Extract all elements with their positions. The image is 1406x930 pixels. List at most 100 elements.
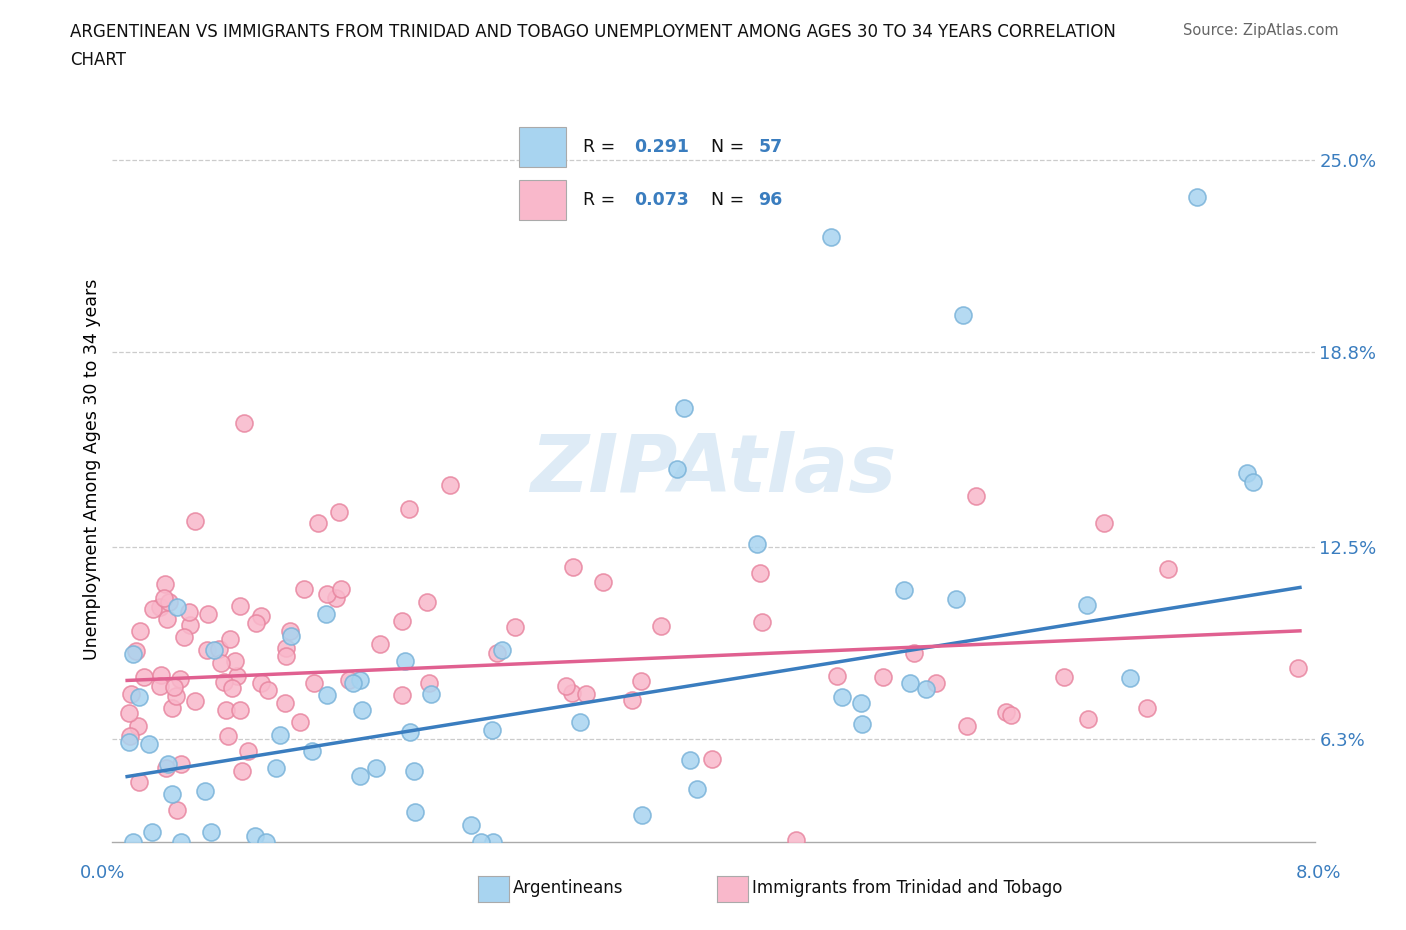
Point — [679, 753, 702, 768]
Point — [226, 669, 249, 684]
Point — [233, 416, 256, 431]
Point — [337, 673, 360, 688]
Point — [219, 631, 242, 646]
Point — [630, 673, 652, 688]
Point — [170, 834, 193, 849]
Point — [481, 834, 503, 849]
Point — [307, 515, 329, 530]
Point — [1236, 465, 1258, 480]
Point — [349, 768, 371, 783]
Point — [120, 729, 142, 744]
Point — [399, 724, 422, 739]
Point — [134, 670, 156, 684]
Point — [650, 618, 672, 633]
Point — [194, 784, 217, 799]
Point — [1119, 671, 1142, 685]
Point — [138, 737, 160, 751]
Point — [127, 719, 149, 734]
Point — [250, 608, 273, 623]
Text: ZIPAtlas: ZIPAtlas — [530, 431, 897, 509]
Point — [170, 757, 193, 772]
Point — [148, 600, 170, 615]
Point — [370, 636, 392, 651]
Point — [342, 676, 364, 691]
Point — [157, 594, 180, 609]
Point — [264, 761, 287, 776]
Point — [561, 560, 583, 575]
Point — [173, 629, 195, 644]
Point — [292, 581, 315, 596]
Point — [179, 618, 201, 632]
Point — [402, 764, 425, 778]
Point — [177, 604, 200, 619]
Point — [831, 690, 853, 705]
Point — [120, 686, 142, 701]
Point — [325, 591, 347, 605]
Point — [142, 602, 165, 617]
Point — [352, 703, 374, 718]
Point — [1286, 660, 1309, 675]
Point — [166, 600, 188, 615]
Point — [221, 681, 243, 696]
Point — [686, 781, 709, 796]
Point — [121, 646, 143, 661]
Point — [851, 696, 873, 711]
Point — [207, 641, 229, 656]
Point — [925, 676, 948, 691]
Point — [156, 612, 179, 627]
Point — [364, 761, 387, 776]
Point — [1052, 670, 1074, 684]
Point — [820, 230, 842, 245]
Point — [274, 696, 297, 711]
Point — [748, 565, 770, 580]
Point — [184, 694, 207, 709]
Point — [592, 575, 614, 590]
Point — [118, 735, 141, 750]
Point — [150, 668, 173, 683]
Point — [117, 705, 139, 720]
Point — [1076, 597, 1098, 612]
Point — [391, 613, 413, 628]
Point — [301, 744, 323, 759]
Point — [274, 641, 297, 656]
Text: Immigrants from Trinidad and Tobago: Immigrants from Trinidad and Tobago — [752, 879, 1063, 897]
Point — [945, 591, 967, 606]
Point — [491, 643, 513, 658]
Point — [316, 587, 339, 602]
Point — [200, 825, 222, 840]
Point — [420, 686, 443, 701]
Point — [280, 629, 302, 644]
Point — [666, 461, 689, 476]
Point — [952, 307, 974, 322]
Text: CHART: CHART — [70, 51, 127, 69]
Point — [197, 643, 219, 658]
Point — [160, 787, 183, 802]
Point — [315, 606, 337, 621]
Point — [315, 687, 337, 702]
Point — [290, 714, 312, 729]
Point — [165, 689, 187, 704]
Point — [575, 687, 598, 702]
Point — [914, 682, 936, 697]
Point — [825, 669, 848, 684]
Point — [1092, 516, 1115, 531]
Point — [903, 645, 925, 660]
Point — [197, 606, 219, 621]
Point — [169, 671, 191, 686]
Point — [481, 723, 503, 737]
Point — [1241, 475, 1264, 490]
Point — [163, 679, 186, 694]
Point — [673, 400, 696, 415]
Point — [153, 590, 176, 604]
Point — [1136, 700, 1159, 715]
Point — [202, 643, 225, 658]
Point — [568, 714, 591, 729]
Point — [1157, 562, 1180, 577]
Point — [751, 614, 773, 629]
Point — [439, 478, 461, 493]
Point — [269, 728, 291, 743]
Point — [416, 595, 439, 610]
Point — [257, 683, 280, 698]
Text: 0.0%: 0.0% — [80, 864, 125, 882]
Point — [1187, 190, 1209, 205]
